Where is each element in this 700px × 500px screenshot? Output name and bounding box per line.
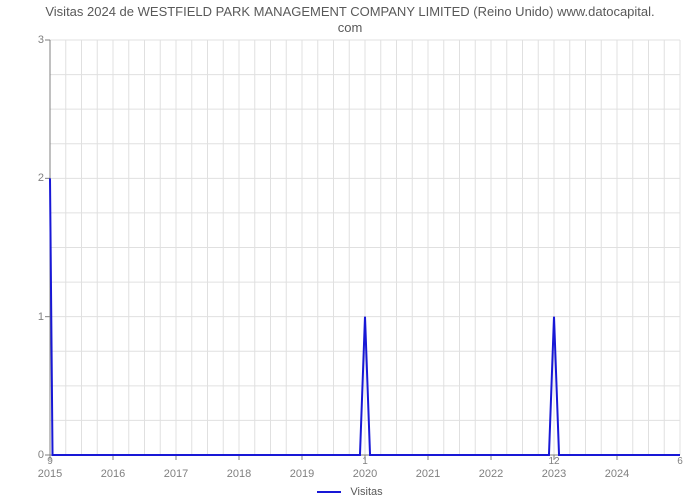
x-tick-label: 2017 <box>164 468 188 480</box>
data-point-label: 6 <box>677 456 683 467</box>
title-line-1: Visitas 2024 de WESTFIELD PARK MANAGEMEN… <box>45 4 654 19</box>
x-tick-label: 2022 <box>479 468 503 480</box>
y-tick-label: 1 <box>14 311 44 323</box>
x-tick-label: 2024 <box>605 468 629 480</box>
plot-area <box>50 40 680 455</box>
data-point-label: 9 <box>47 456 53 467</box>
x-tick-label: 2019 <box>290 468 314 480</box>
y-tick-label: 3 <box>14 34 44 46</box>
x-tick-label: 2023 <box>542 468 566 480</box>
title-line-2: com <box>338 20 363 35</box>
y-tick-label: 0 <box>14 449 44 461</box>
data-point-label: 12 <box>548 456 559 467</box>
x-tick-label: 2020 <box>353 468 377 480</box>
chart-container: Visitas 2024 de WESTFIELD PARK MANAGEMEN… <box>0 0 700 500</box>
x-tick-label: 2021 <box>416 468 440 480</box>
y-tick-label: 2 <box>14 172 44 184</box>
x-tick-label: 2015 <box>38 468 62 480</box>
chart-title: Visitas 2024 de WESTFIELD PARK MANAGEMEN… <box>0 4 700 37</box>
x-tick-label: 2018 <box>227 468 251 480</box>
legend-label: Visitas <box>350 486 382 498</box>
legend-swatch <box>317 491 341 493</box>
chart-svg <box>50 40 680 455</box>
x-tick-label: 2016 <box>101 468 125 480</box>
data-point-label: 1 <box>362 456 368 467</box>
legend: Visitas <box>0 486 700 498</box>
